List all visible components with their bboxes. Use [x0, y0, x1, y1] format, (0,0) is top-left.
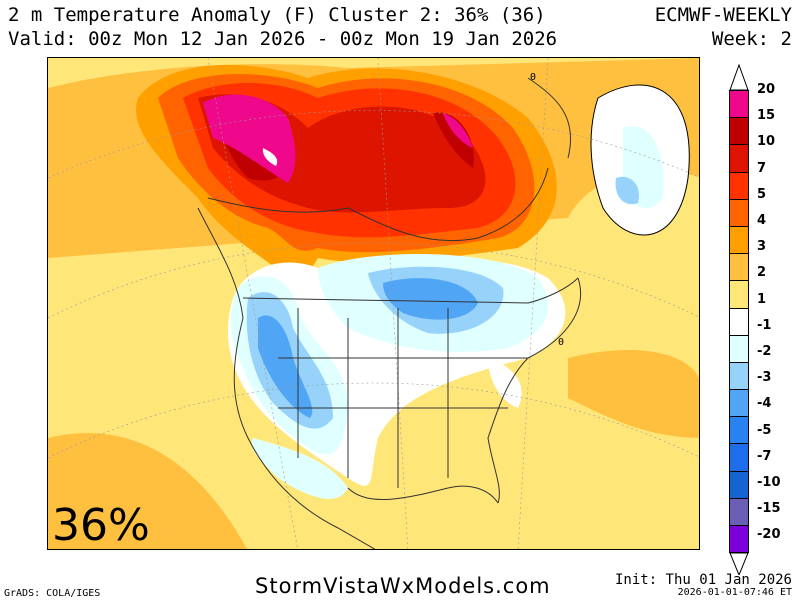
colorbar-bottom-arrow-icon — [729, 553, 749, 576]
colorbar-label: -2 — [757, 344, 772, 359]
cluster-percent: 36% — [52, 500, 150, 551]
colorbar-label: -7 — [757, 448, 772, 464]
colorbar-label: 3 — [757, 239, 767, 255]
model-name: ECMWF-WEEKLY — [654, 4, 792, 26]
colorbar-label: 2 — [757, 265, 767, 281]
valid-period: Valid: 00z Mon 12 Jan 2026 - 00z Mon 19 … — [8, 28, 558, 50]
week-label: Week: 2 — [711, 28, 792, 50]
colorbar-label: 20 — [757, 82, 776, 97]
colorbar — [729, 64, 749, 576]
anomaly-map: 0 0 — [47, 57, 700, 550]
colorbar-label: 10 — [757, 134, 776, 150]
colorbar-label: -15 — [757, 501, 781, 517]
colorbar-top-arrow-icon — [729, 64, 749, 90]
colorbar-label: 1 — [757, 291, 767, 307]
colorbar-bin — [729, 145, 749, 173]
colorbar-bin — [729, 226, 749, 255]
colorbar-bin — [729, 471, 749, 499]
colorbar-label: 15 — [757, 108, 776, 124]
contour-label: 0 — [530, 72, 536, 83]
anomaly-field: 0 0 — [48, 58, 699, 549]
contour-label: 0 — [558, 337, 564, 348]
colorbar-bin — [729, 91, 749, 119]
init-time: Init: Thu 01 Jan 2026 — [614, 572, 792, 588]
colorbar-bin — [729, 172, 749, 200]
colorbar-label: 5 — [757, 186, 767, 202]
colorbar-bin — [729, 281, 749, 309]
colorbar-label: -20 — [757, 527, 781, 543]
colorbar-label: -10 — [757, 475, 781, 490]
colorbar-bin — [729, 390, 749, 418]
site-name: StormVistaWxModels.com — [255, 574, 551, 598]
colorbar-bin — [729, 444, 749, 472]
generated-timestamp: 2026-01-01-07:46 ET — [677, 587, 792, 598]
colorbar-bin — [729, 254, 749, 282]
colorbar-bin — [729, 335, 749, 363]
colorbar-label: 7 — [757, 160, 767, 176]
grads-credit: GrADS: COLA/IGES — [4, 588, 101, 599]
colorbar-label: -5 — [757, 422, 772, 438]
colorbar-bin — [729, 498, 749, 526]
colorbar-bin — [729, 417, 749, 445]
colorbar-bin — [729, 118, 749, 146]
colorbar-bin — [729, 362, 749, 391]
colorbar-bin — [729, 308, 749, 336]
colorbar-label: 4 — [757, 213, 767, 228]
colorbar-label: -3 — [757, 370, 772, 386]
map-title: 2 m Temperature Anomaly (F) Cluster 2: 3… — [8, 4, 546, 26]
colorbar-label: -4 — [757, 396, 772, 412]
colorbar-bin — [729, 199, 749, 227]
colorbar-label: -1 — [757, 317, 772, 333]
colorbar-bin — [729, 526, 749, 554]
